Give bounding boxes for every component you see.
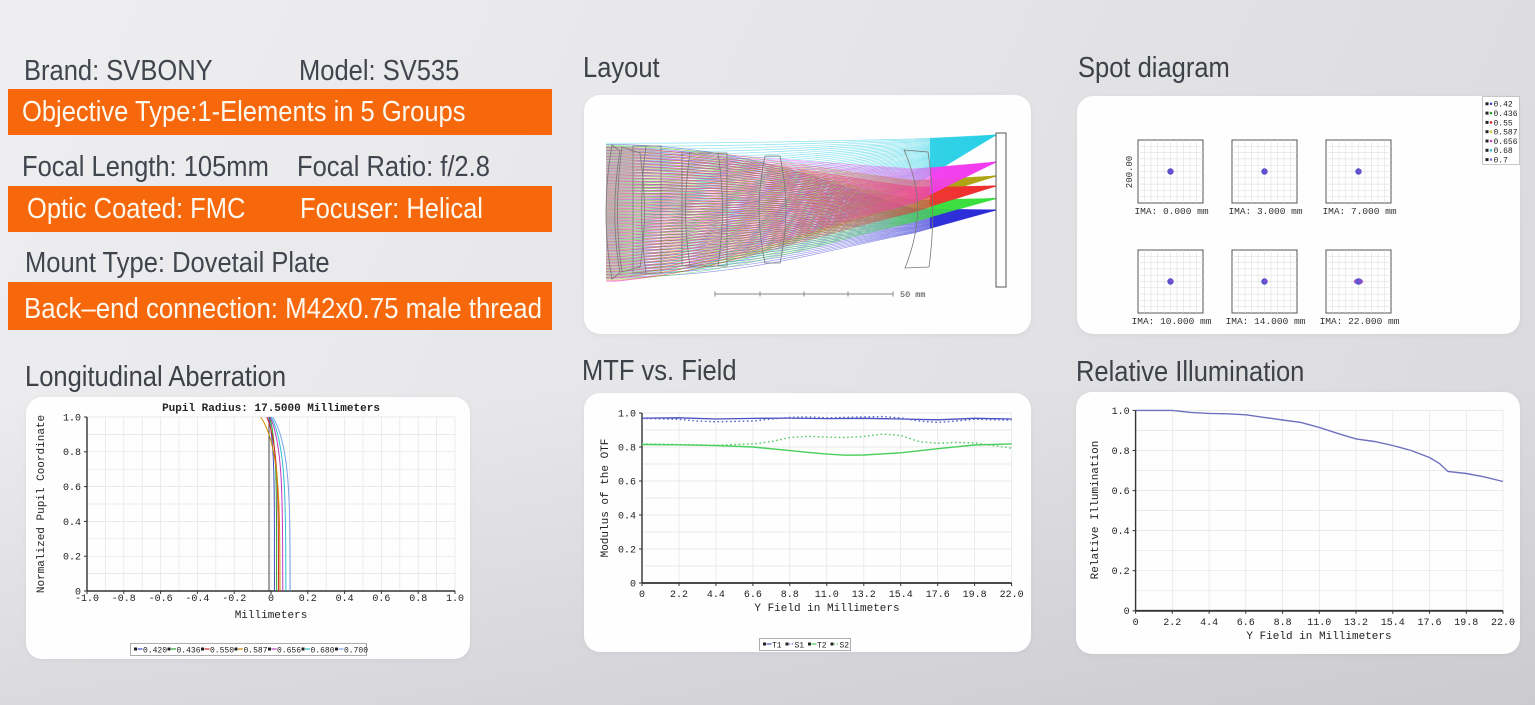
svg-text:IMA: 0.000 mm: IMA: 0.000 mm — [1134, 206, 1208, 217]
svg-text:0.6: 0.6 — [1112, 487, 1130, 498]
svg-text:-1.0: -1.0 — [75, 594, 99, 605]
svg-text:200.00: 200.00 — [1125, 156, 1135, 188]
svg-text:13.2: 13.2 — [1344, 618, 1368, 629]
svg-text:1.0: 1.0 — [63, 413, 81, 424]
svg-text:15.4: 15.4 — [1381, 618, 1405, 629]
svg-text:0.8: 0.8 — [409, 594, 427, 605]
svg-text:0: 0 — [639, 590, 645, 601]
svg-text:22.0: 22.0 — [1000, 590, 1024, 601]
svg-text:0.4: 0.4 — [336, 594, 354, 605]
svg-text:8.8: 8.8 — [781, 590, 799, 601]
svg-text:0.587: 0.587 — [244, 647, 268, 656]
svg-text:6.6: 6.6 — [744, 590, 762, 601]
svg-text:1.0: 1.0 — [446, 594, 464, 605]
svg-text:0.2: 0.2 — [299, 594, 317, 605]
svg-text:2.2: 2.2 — [670, 590, 688, 601]
svg-text:0.656: 0.656 — [1494, 138, 1518, 147]
svg-text:50 mm: 50 mm — [900, 290, 926, 300]
svg-text:Relative Illumination: Relative Illumination — [1090, 441, 1102, 580]
svg-text:0.8: 0.8 — [63, 448, 81, 459]
svg-text:0.42: 0.42 — [1494, 101, 1513, 110]
svg-text:19.8: 19.8 — [963, 590, 987, 601]
svg-text:IMA: 10.000 mm: IMA: 10.000 mm — [1132, 316, 1212, 327]
svg-text:17.6: 17.6 — [926, 590, 950, 601]
svg-text:0.4: 0.4 — [618, 511, 636, 522]
svg-text:13.2: 13.2 — [852, 590, 876, 601]
svg-text:0.550: 0.550 — [210, 647, 234, 656]
svg-text:0.6: 0.6 — [63, 483, 81, 494]
svg-text:Normalized Pupil Coordinate: Normalized Pupil Coordinate — [36, 415, 48, 593]
svg-text:0.6: 0.6 — [618, 477, 636, 488]
svg-text:0.587: 0.587 — [1494, 129, 1518, 138]
svg-text:8.8: 8.8 — [1274, 618, 1292, 629]
svg-text:22.0: 22.0 — [1491, 618, 1515, 629]
svg-text:Millimeters: Millimeters — [235, 610, 308, 622]
svg-text:0.8: 0.8 — [1112, 447, 1130, 458]
svg-text:0: 0 — [75, 587, 81, 598]
svg-text:-0.2: -0.2 — [222, 594, 246, 605]
svg-text:0.656: 0.656 — [277, 647, 301, 656]
svg-text:IMA: 14.000 mm: IMA: 14.000 mm — [1226, 316, 1306, 327]
svg-text:19.8: 19.8 — [1454, 618, 1478, 629]
svg-text:0.420: 0.420 — [143, 647, 167, 656]
svg-text:0.8: 0.8 — [618, 443, 636, 454]
svg-text:Modulus of the OTF: Modulus of the OTF — [600, 439, 612, 558]
svg-text:0.2: 0.2 — [1112, 567, 1130, 578]
svg-text:-0.4: -0.4 — [185, 594, 209, 605]
svg-text:11.0: 11.0 — [1307, 618, 1331, 629]
svg-text:0.700: 0.700 — [344, 647, 368, 656]
svg-text:0.436: 0.436 — [177, 647, 201, 656]
svg-text:Y Field in Millimeters: Y Field in Millimeters — [754, 603, 899, 615]
svg-text:17.6: 17.6 — [1417, 618, 1441, 629]
svg-text:0.2: 0.2 — [63, 553, 81, 564]
svg-text:IMA: 22.000 mm: IMA: 22.000 mm — [1320, 316, 1400, 327]
svg-text:0.55: 0.55 — [1494, 119, 1513, 128]
svg-text:2.2: 2.2 — [1163, 618, 1181, 629]
svg-text:0: 0 — [630, 579, 636, 590]
svg-text:0.436: 0.436 — [1494, 110, 1518, 119]
svg-text:Pupil Radius: 17.5000 Millimet: Pupil Radius: 17.5000 Millimeters — [162, 403, 380, 415]
svg-text:0.680: 0.680 — [311, 647, 335, 656]
svg-text:0.4: 0.4 — [63, 518, 81, 529]
svg-text:T2: T2 — [817, 642, 827, 651]
svg-text:0: 0 — [1124, 607, 1130, 618]
svg-text:0: 0 — [1133, 618, 1139, 629]
svg-text:-0.8: -0.8 — [112, 594, 136, 605]
svg-text:0: 0 — [268, 594, 274, 605]
svg-text:0.68: 0.68 — [1494, 147, 1513, 156]
svg-text:4.4: 4.4 — [707, 590, 725, 601]
svg-text:1.0: 1.0 — [618, 409, 636, 420]
svg-text:1.0: 1.0 — [1112, 407, 1130, 418]
svg-text:6.6: 6.6 — [1237, 618, 1255, 629]
svg-text:IMA: 3.000 mm: IMA: 3.000 mm — [1228, 206, 1302, 217]
svg-text:4.4: 4.4 — [1200, 618, 1218, 629]
svg-text:0.6: 0.6 — [372, 594, 390, 605]
svg-text:S1: S1 — [795, 642, 805, 651]
svg-text:IMA: 7.000 mm: IMA: 7.000 mm — [1322, 206, 1396, 217]
svg-text:0.2: 0.2 — [618, 545, 636, 556]
svg-text:-0.6: -0.6 — [149, 594, 173, 605]
svg-text:0.4: 0.4 — [1112, 527, 1130, 538]
svg-text:15.4: 15.4 — [889, 590, 913, 601]
svg-text:11.0: 11.0 — [815, 590, 839, 601]
svg-text:Y Field in Millimeters: Y Field in Millimeters — [1246, 631, 1391, 643]
svg-text:T1: T1 — [772, 642, 782, 651]
svg-text:S2: S2 — [840, 642, 850, 651]
svg-text:0.7: 0.7 — [1494, 157, 1509, 166]
